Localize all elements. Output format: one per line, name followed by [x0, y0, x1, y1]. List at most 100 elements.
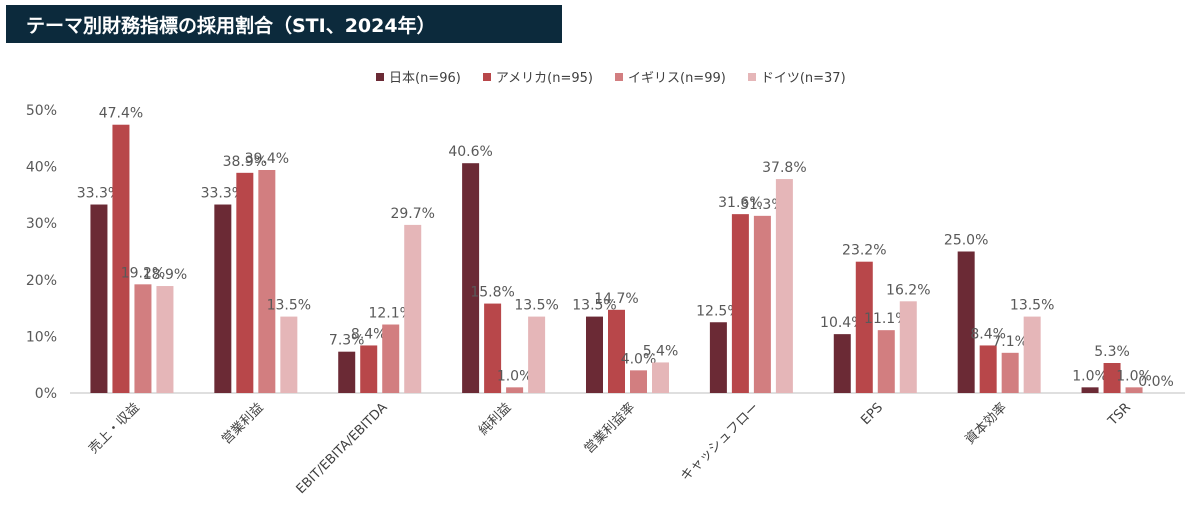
bar: [236, 172, 254, 393]
data-label: 13.5%: [572, 298, 616, 314]
data-label: 47.4%: [99, 106, 143, 122]
bar: [1125, 387, 1143, 393]
bar: [775, 179, 793, 393]
legend-item: ドイツ(n=37): [747, 67, 846, 86]
data-label: 23.2%: [842, 243, 886, 259]
data-label: 25.0%: [944, 233, 988, 249]
data-label: 7.1%: [992, 334, 1028, 350]
x-tick-label: 資本効率: [962, 400, 1010, 448]
bar: [833, 334, 851, 393]
data-label: 16.2%: [886, 282, 930, 298]
data-label: 33.3%: [201, 186, 245, 202]
legend-label: イギリス(n=99): [628, 71, 726, 86]
x-tick-label: EPS: [858, 400, 886, 428]
bar: [360, 345, 378, 393]
bar: [112, 124, 130, 393]
data-label: 5.3%: [1094, 344, 1130, 360]
chart-title-banner: テーマ別財務指標の採用割合（STI、2024年）: [6, 5, 562, 43]
data-label: 1.0%: [497, 368, 533, 384]
legend-label: アメリカ(n=95): [495, 71, 593, 86]
bar: [979, 345, 997, 393]
bar: [1023, 316, 1041, 393]
bar: [90, 204, 108, 393]
legend-item: 日本(n=96): [376, 67, 461, 86]
x-tick-label: 営業利益率: [581, 400, 638, 457]
data-label: 1.0%: [1116, 368, 1152, 384]
legend-item: イギリス(n=99): [615, 67, 726, 86]
bar: [462, 163, 480, 393]
bar: [709, 322, 727, 393]
x-tick-label: 純利益: [476, 400, 514, 438]
data-label: 0.0%: [1138, 374, 1174, 390]
data-label: 14.7%: [594, 291, 638, 307]
data-label: 15.8%: [470, 285, 514, 301]
data-label: 19.2%: [121, 265, 165, 281]
bar: [484, 303, 502, 393]
bar: [1081, 387, 1099, 393]
chart-title: テーマ別財務指標の採用割合（STI、2024年）: [26, 14, 436, 37]
data-label: 4.0%: [621, 351, 657, 367]
bar: [134, 284, 152, 393]
bar: [382, 324, 400, 393]
legend-swatch: [376, 72, 384, 81]
data-label: 12.5%: [696, 303, 740, 319]
bar: [338, 351, 356, 393]
bar: [528, 316, 546, 393]
data-label: 7.3%: [329, 333, 365, 349]
bar: [753, 215, 771, 393]
data-label: 10.4%: [820, 315, 864, 331]
data-label: 13.5%: [514, 298, 558, 314]
bar: [652, 362, 669, 393]
data-label: 39.4%: [245, 151, 289, 167]
bar: [404, 224, 422, 393]
bar: [608, 309, 625, 393]
x-tick-label: 売上・収益: [85, 400, 142, 457]
data-label: 13.5%: [1010, 298, 1054, 314]
bar: [899, 301, 917, 393]
data-label: 40.6%: [448, 144, 492, 160]
data-label: 31.6%: [718, 195, 762, 211]
y-tick-label: 40%: [26, 160, 57, 176]
bar: [855, 261, 873, 393]
legend-swatch: [747, 72, 756, 81]
y-tick-label: 50%: [26, 103, 57, 119]
legend-swatch: [615, 72, 623, 81]
bar: [506, 387, 524, 393]
y-tick-label: 10%: [26, 329, 57, 345]
data-label: 5.4%: [643, 343, 679, 359]
bar: [630, 370, 647, 393]
x-tick-label: 営業利益: [219, 400, 267, 448]
data-label: 29.7%: [390, 206, 434, 222]
x-tick-label: TSR: [1105, 400, 1134, 429]
bar: [214, 204, 232, 393]
bar: [877, 330, 895, 393]
data-label: 13.5%: [267, 298, 311, 314]
data-label: 18.9%: [143, 267, 187, 283]
bar: [258, 169, 276, 393]
bar: [1103, 363, 1121, 393]
bar: [156, 286, 174, 393]
data-label: 33.3%: [77, 186, 121, 202]
data-label: 11.1%: [864, 311, 908, 327]
x-tick-label: キャッシュフロー: [678, 400, 762, 484]
data-label: 38.9%: [223, 154, 267, 170]
data-label: 1.0%: [1072, 368, 1108, 384]
data-label: 8.4%: [351, 326, 387, 342]
bar: [957, 251, 975, 393]
bar: [731, 214, 749, 393]
data-label: 37.8%: [762, 160, 806, 176]
y-tick-label: 30%: [26, 216, 57, 232]
data-label: 12.1%: [368, 306, 412, 322]
data-label: 8.4%: [970, 326, 1006, 342]
legend-item: アメリカ(n=95): [482, 67, 593, 86]
chart-legend: 日本(n=96) アメリカ(n=95) イギリス(n=99) ドイツ(n=37): [376, 67, 846, 86]
legend-swatch: [482, 72, 491, 81]
y-tick-label: 20%: [26, 273, 57, 289]
bar: [1001, 352, 1019, 393]
bar: [586, 316, 603, 393]
bar: [280, 316, 298, 393]
y-tick-label: 0%: [35, 386, 57, 402]
x-tick-label: EBIT/EBITA/EBITDA: [294, 400, 391, 497]
legend-label: 日本(n=96): [389, 71, 461, 86]
